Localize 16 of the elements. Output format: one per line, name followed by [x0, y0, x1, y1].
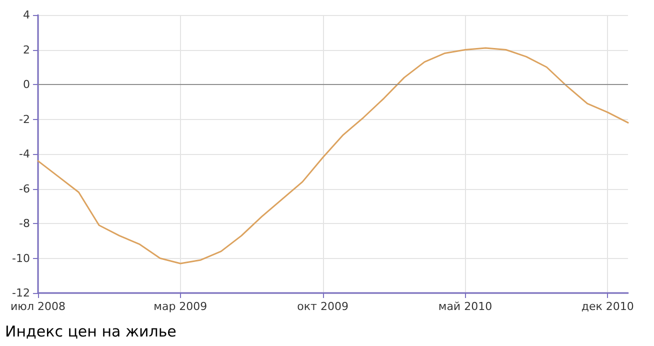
y-tick-label: 0 — [23, 78, 30, 91]
x-tick-label: май 2010 — [438, 300, 492, 313]
y-tick-label: -4 — [19, 148, 30, 160]
y-tick-label: -2 — [19, 112, 30, 126]
x-tick-label: дек 2010 — [581, 300, 634, 313]
y-tick-label: -10 — [12, 252, 30, 265]
y-tick-label: -8 — [19, 217, 30, 230]
y-tick-label: -12 — [12, 286, 30, 300]
text: Индекс цен на жилье — [5, 322, 176, 340]
x-tick-label: окт 2009 — [297, 300, 348, 313]
y-tick-label: 4 — [23, 8, 30, 22]
y-tick-label: 2 — [23, 43, 30, 56]
x-tick-label: мар 2009 — [154, 300, 208, 313]
line-series — [37, 47, 629, 264]
x-tick-label: июл 2008 — [10, 300, 66, 313]
y-tick-label: -6 — [19, 182, 30, 196]
